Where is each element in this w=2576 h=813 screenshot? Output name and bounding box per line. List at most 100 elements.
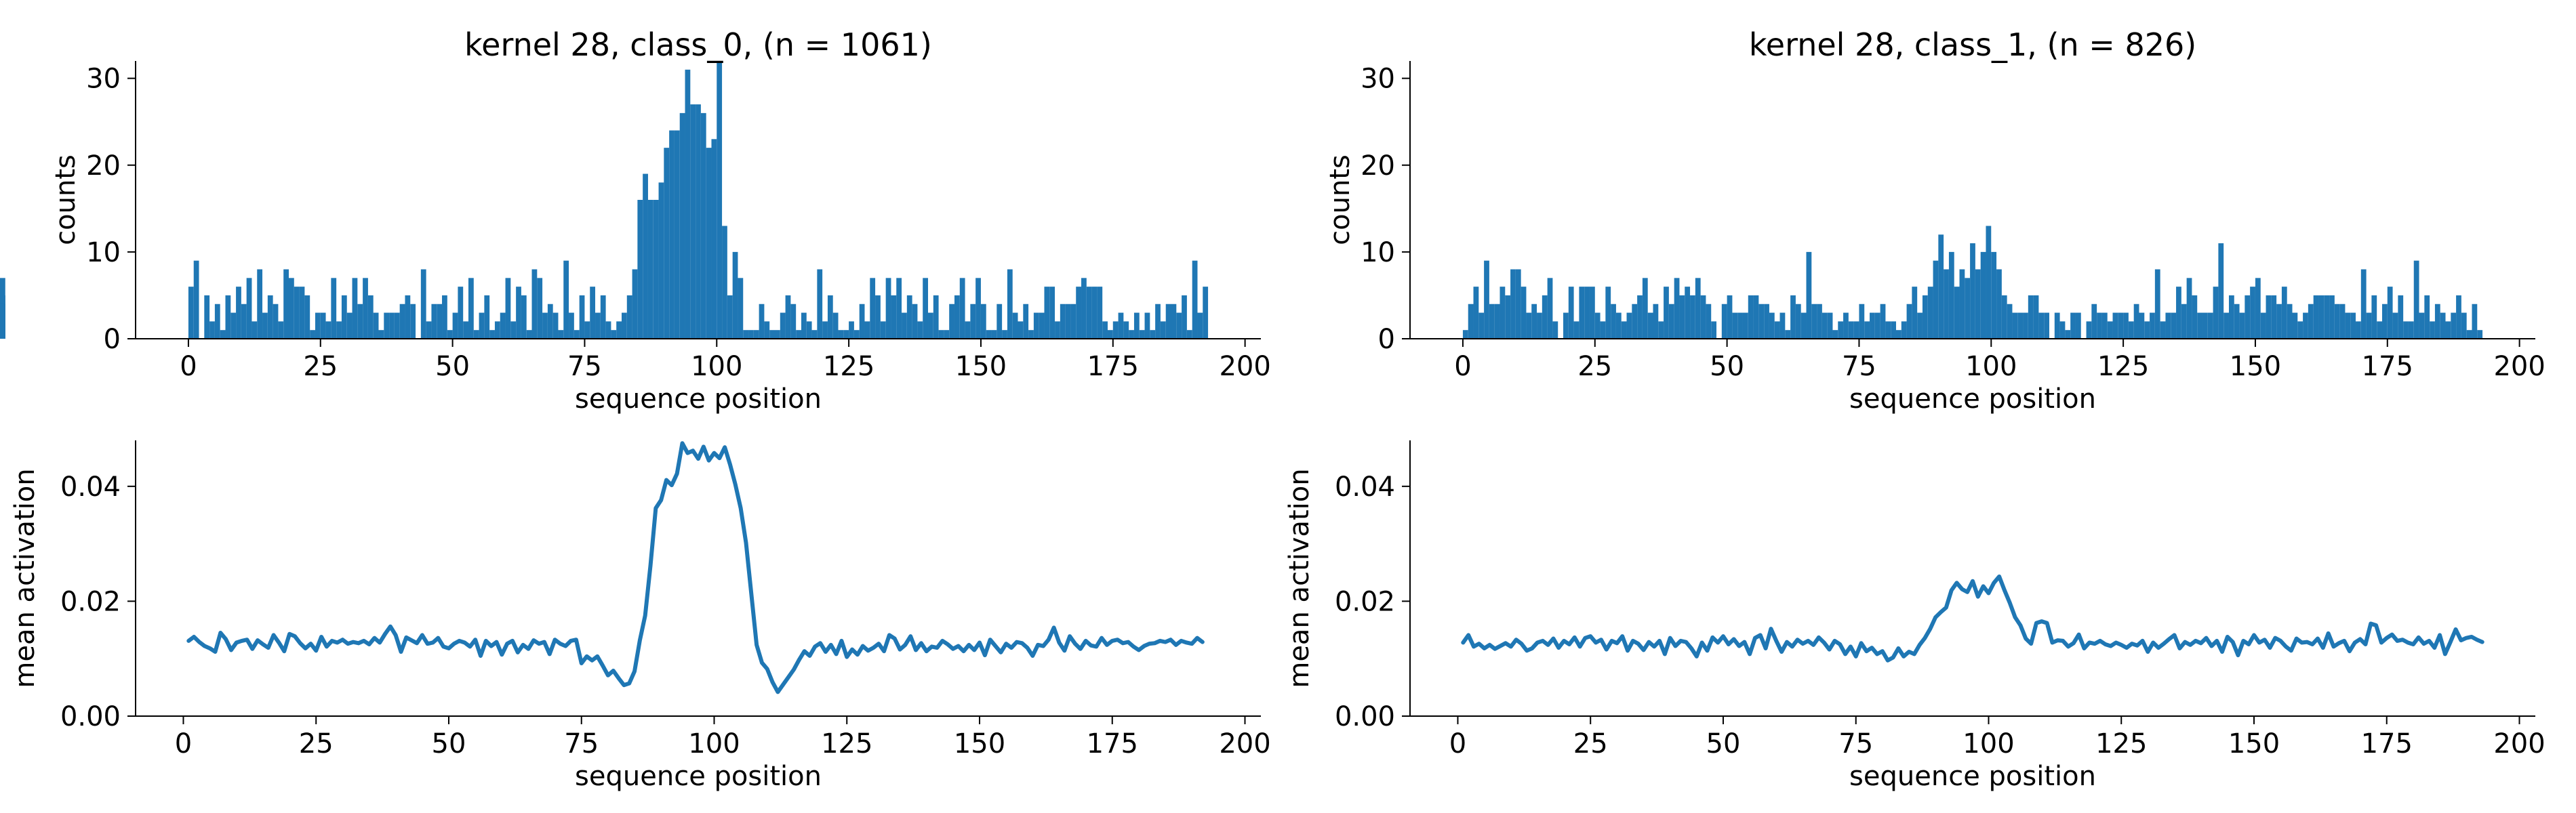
histogram-bar [637,200,643,339]
x-tick-label: 150 [954,728,1005,759]
histogram-bar [2065,330,2071,339]
histogram-bar [811,330,818,339]
histogram-bar [1023,304,1029,339]
histogram-bar [1753,295,1759,339]
histogram-bar [1489,304,1495,339]
histogram-bar [420,269,426,339]
histogram-bar [2366,312,2372,339]
histogram-bar [1076,287,1082,339]
histogram-bar [732,251,738,339]
histogram-bar [700,112,706,339]
histogram-bar [1832,330,1838,339]
histogram-bar [1933,260,1939,339]
histogram-bar [426,321,432,339]
histogram-bar [1473,287,1479,339]
histogram-bar [1891,321,1896,339]
histogram-bar [299,287,305,339]
x-tick-label: 100 [688,728,740,759]
histogram-bar [2276,304,2282,339]
x-axis-label: sequence position [1849,761,2096,792]
histogram-bar [1806,251,1812,339]
histogram-bar [790,304,797,339]
histogram-bar [1107,330,1113,339]
histogram-bar [986,330,992,339]
histogram-bar [315,312,321,339]
histogram-bar [1568,287,1574,339]
histogram-bar [1980,251,1986,339]
histogram-bar [743,330,749,339]
histogram-bar [2292,312,2298,339]
histogram-bar [1779,312,1786,339]
histogram-bar [1758,304,1765,339]
chart-title-class-0: kernel 28, class_0, (n = 1061) [464,26,932,63]
histogram-bar [1139,330,1145,339]
histogram-bar [1510,269,1516,339]
histogram-bar [1621,321,1627,339]
x-ticks-histogram-class-1: 0 25 50 75 100 125 150 175 200 [1454,339,2545,382]
histogram-bar [2271,295,2277,339]
histogram-bar [584,321,590,339]
x-tick-label: 175 [2362,351,2413,382]
histogram-bar [214,304,220,339]
histogram-bar [2466,330,2472,339]
histogram-bar [573,330,580,339]
x-ticks-histogram-class-0: 0 25 50 75 100 125 150 175 200 [180,339,1271,382]
y-tick-label: 30 [86,64,121,95]
x-tick-label: 50 [432,728,466,759]
histogram-bar [933,295,939,339]
histogram-bar [1853,321,1859,339]
histogram-bar [679,112,685,339]
histogram-bar [537,278,543,339]
histogram-bar [1552,321,1558,339]
histogram-bar [917,321,923,339]
histogram-bar [2250,287,2255,339]
histogram-bar [605,321,611,339]
histogram-bar [590,287,596,339]
histogram-bar [1880,304,1886,339]
activation-plot-class-0: 0 25 50 75 100 125 150 175 200 0.00 0.02 0.04 sequ… [9,440,1271,792]
histogram-bar [944,330,950,339]
histogram-bar [437,304,443,339]
histogram-bar [1605,287,1611,339]
histogram-bar [1838,321,1844,339]
histogram-bar [473,330,479,339]
x-tick-label: 0 [175,728,192,759]
histogram-bar [1537,312,1542,339]
histogram-bar [595,312,601,339]
histogram-bar [1044,287,1050,339]
histogram-bar [2139,312,2145,339]
histogram-bar [1484,260,1489,339]
histogram-bar [2160,321,2166,339]
mean-activation-line [1461,574,2484,663]
x-tick-label: 100 [691,351,742,382]
histogram-bar [2287,304,2293,339]
histogram-bar [696,104,701,339]
histogram-bar [1097,287,1103,339]
histogram-bar [1182,295,1187,339]
y-tick-label: 0 [1378,324,1395,355]
histogram-bar [1049,287,1055,339]
histogram-bar [600,295,606,339]
histogram-bar [1912,287,1918,339]
histogram-bar [1795,304,1801,339]
x-tick-label: 25 [303,351,338,382]
histogram-bar [2091,304,2097,339]
histogram-bar [2371,295,2377,339]
histogram-bar [484,295,490,339]
histogram-bar [806,321,812,339]
histogram-bar [1664,287,1669,339]
histogram-bar [294,287,300,339]
histogram-bar [2070,312,2076,339]
histogram-bar [521,295,527,339]
histogram-bar [1827,312,1833,339]
histogram-bar [1948,251,1954,339]
histogram-bar [2097,312,2102,339]
histogram-bar [843,330,849,339]
histogram-bar [2059,321,2066,339]
histogram-bar [2313,295,2319,339]
histogram-bar [1515,269,1521,339]
histogram-bar [1542,295,1548,339]
x-tick-label: 150 [955,351,1007,382]
histogram-bar [394,312,400,339]
histogram-bar [479,312,485,339]
